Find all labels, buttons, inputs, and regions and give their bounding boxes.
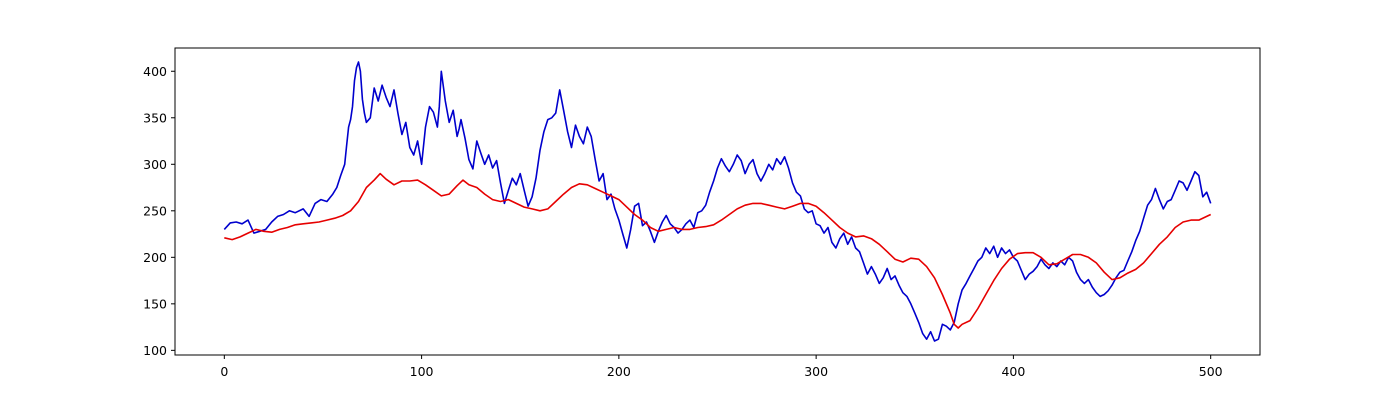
x-tick-label: 0 (220, 364, 228, 379)
y-tick-label: 250 (143, 203, 167, 218)
y-tick-label: 300 (143, 157, 167, 172)
y-tick-label: 150 (143, 296, 167, 311)
x-axis: 0 100 200 300 400 500 (220, 355, 1223, 379)
y-tick-label: 350 (143, 110, 167, 125)
x-tick-label: 200 (607, 364, 631, 379)
series-layer (223, 61, 1212, 342)
y-tick-label: 400 (143, 64, 167, 79)
series-line-2 (224, 172, 1212, 329)
x-tick-label: 300 (804, 364, 828, 379)
x-tick-label: 500 (1199, 364, 1223, 379)
plot-area-frame (174, 47, 1261, 356)
series-line-1 (223, 61, 1212, 342)
y-tick-label: 100 (143, 343, 167, 358)
x-tick-label: 400 (1001, 364, 1025, 379)
x-tick-label: 100 (410, 364, 434, 379)
y-tick-label: 200 (143, 250, 167, 265)
y-axis: 100 150 200 250 300 350 400 (143, 64, 175, 358)
